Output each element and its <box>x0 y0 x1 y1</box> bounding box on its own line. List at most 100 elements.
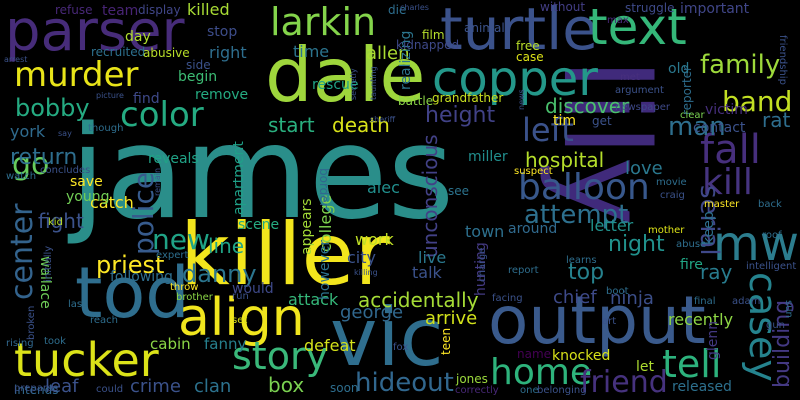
word-met: met <box>620 72 640 83</box>
word-grandfather: grandfather <box>432 91 504 105</box>
word-band: band <box>722 85 793 118</box>
word-murder: murder <box>14 55 139 95</box>
word-animal: animal <box>464 21 505 35</box>
word-soon: soon <box>330 381 359 395</box>
word-gun: gun <box>766 320 786 331</box>
word-around: around <box>508 221 558 237</box>
word-man: man <box>668 112 726 142</box>
word-let: let <box>636 359 654 375</box>
word-danny: danny <box>182 260 257 288</box>
word-new: new <box>152 223 210 256</box>
word-see: see <box>448 184 470 198</box>
word-align: align <box>178 288 305 348</box>
word-letter: letter <box>590 216 634 235</box>
word-tell: tell <box>662 342 722 386</box>
word-run: run <box>232 291 249 302</box>
word-attempt: attempt <box>524 200 629 230</box>
word-get: get <box>592 114 612 128</box>
word-struggle: struggle <box>625 1 675 15</box>
word-name: name <box>517 347 552 361</box>
word-dale: dale <box>265 31 426 119</box>
word-remain: remain <box>153 167 162 196</box>
word-killed: killed <box>187 0 230 19</box>
word-jones: jones <box>456 372 488 386</box>
word-contact: contact <box>693 120 746 136</box>
word-glenn: glenn <box>705 320 721 360</box>
word-go: go <box>12 147 50 182</box>
word-set: set <box>232 315 248 326</box>
word-chief: chief <box>553 287 597 308</box>
word-broken: broken <box>26 305 37 340</box>
word-city: city <box>347 248 376 267</box>
word-adam: adam <box>732 296 761 307</box>
word-hideout: hideout <box>355 368 454 398</box>
word-talk: talk <box>412 263 442 282</box>
word-kidnapped: kidnapped <box>396 38 460 52</box>
word-love: love <box>625 158 663 179</box>
word-attack: attack <box>288 290 339 309</box>
word-balloon: balloon <box>518 167 650 208</box>
word-learns: learns <box>566 255 597 266</box>
word-young: young <box>66 189 110 205</box>
word-apartment: apartment <box>231 141 247 215</box>
word-night: night <box>608 232 665 257</box>
word-correctly: correctly <box>455 385 499 396</box>
word-right: right <box>209 43 247 62</box>
word-friend: friend <box>580 365 668 400</box>
word-recently: recently <box>668 310 734 329</box>
word-york: york <box>10 122 46 141</box>
word-killer: killer <box>180 205 390 305</box>
word-news: news <box>517 89 526 110</box>
word-watch: watch <box>6 171 37 182</box>
word-work: work <box>355 230 394 249</box>
word-time: time <box>293 42 330 61</box>
word-alec: alec <box>367 178 400 197</box>
word-killing: killing <box>354 268 378 277</box>
word-important: important <box>680 1 750 17</box>
word-newspaper: newspaper <box>615 102 670 113</box>
word-leaf: leaf <box>45 376 79 397</box>
word-center: center <box>5 203 40 300</box>
word-cabin: cabin <box>150 335 191 353</box>
word-fire: fire <box>680 257 703 273</box>
word-case: case <box>516 50 544 64</box>
word-arrest: arrest <box>4 55 28 64</box>
word-begin: begin <box>178 69 218 85</box>
word-george: george <box>340 302 404 323</box>
word-mw: mw <box>712 216 799 272</box>
word-victim: victim <box>705 102 748 118</box>
word-suspect: suspect <box>514 166 553 177</box>
word-teen: teen <box>439 327 453 355</box>
word-craig: craig <box>660 190 685 201</box>
word-stop: stop <box>207 24 238 40</box>
word-however: however <box>317 239 333 300</box>
word-free: free <box>516 39 540 53</box>
word-one: one <box>520 385 539 396</box>
word-abuse: abuse <box>676 239 707 250</box>
word-knocked: knocked <box>552 348 611 364</box>
word-find: find <box>133 91 160 107</box>
word-fox: fox <box>393 342 409 353</box>
word-rescue: rescue <box>312 77 359 93</box>
word-kill: kill <box>702 162 753 203</box>
word-intends: intends <box>14 383 59 397</box>
word-line: line <box>208 234 245 258</box>
word-home: home <box>490 352 593 393</box>
word-box: box <box>268 373 305 397</box>
word-took: took <box>44 336 66 347</box>
word-priest: priest <box>96 251 165 279</box>
word-film: film <box>422 28 445 42</box>
word-last: last <box>68 299 87 310</box>
word-battle: battle <box>398 94 434 108</box>
word-fanny: fanny <box>204 335 247 353</box>
word-initially: initially <box>43 245 54 282</box>
word-scene: scene <box>238 217 280 233</box>
word-remove: remove <box>195 87 249 103</box>
word-throw: throw <box>170 282 199 293</box>
word-family: family <box>700 50 781 80</box>
word-turtle: turtle <box>440 0 598 63</box>
word-abusive: abusive <box>143 46 190 60</box>
word-though: though <box>88 123 124 134</box>
word-color: color <box>120 95 204 135</box>
word-prepares: prepares <box>14 383 59 394</box>
